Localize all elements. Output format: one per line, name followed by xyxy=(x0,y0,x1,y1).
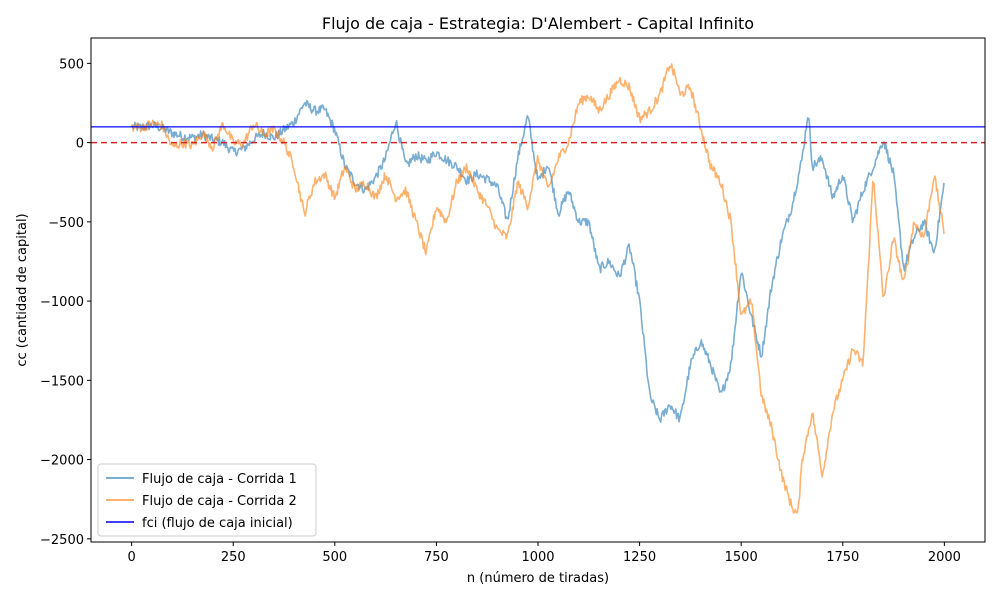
x-tick-label: 250 xyxy=(221,550,246,565)
y-tick-label: −2000 xyxy=(40,454,84,469)
chart-title: Flujo de caja - Estrategia: D'Alembert -… xyxy=(322,14,754,33)
y-tick-label: −1000 xyxy=(40,295,84,310)
y-axis-label: cc (cantidad de capital) xyxy=(15,213,30,366)
x-axis: 0 250 500 750 1000 1250 1500 1750 2000 xyxy=(127,542,961,565)
legend: Flujo de caja - Corrida 1 Flujo de caja -… xyxy=(97,463,317,537)
y-tick-label: 500 xyxy=(59,57,84,72)
legend-label: Flujo de caja - Corrida 2 xyxy=(142,494,297,509)
x-tick-label: 500 xyxy=(322,550,347,565)
y-axis: 500 0 −500 −1000 −1500 −2000 −2500 xyxy=(40,57,91,548)
y-tick-label: −2500 xyxy=(40,533,84,548)
y-tick-label: 0 xyxy=(76,137,84,152)
x-axis-label: n (número de tiradas) xyxy=(467,571,609,586)
x-tick-label: 1500 xyxy=(725,550,758,565)
x-tick-label: 2000 xyxy=(928,550,961,565)
y-tick-label: −500 xyxy=(48,216,84,231)
x-tick-label: 1750 xyxy=(826,550,859,565)
y-tick-label: −1500 xyxy=(40,374,84,389)
series-line-2 xyxy=(130,63,945,514)
legend-label: Flujo de caja - Corrida 1 xyxy=(142,472,297,487)
x-tick-label: 1250 xyxy=(623,550,656,565)
x-tick-label: 1000 xyxy=(521,550,554,565)
x-tick-label: 750 xyxy=(424,550,449,565)
legend-box xyxy=(97,463,317,537)
x-tick-label: 0 xyxy=(127,550,135,565)
legend-label: fci (flujo de caja inicial) xyxy=(142,516,293,531)
plot-lines xyxy=(91,63,985,514)
